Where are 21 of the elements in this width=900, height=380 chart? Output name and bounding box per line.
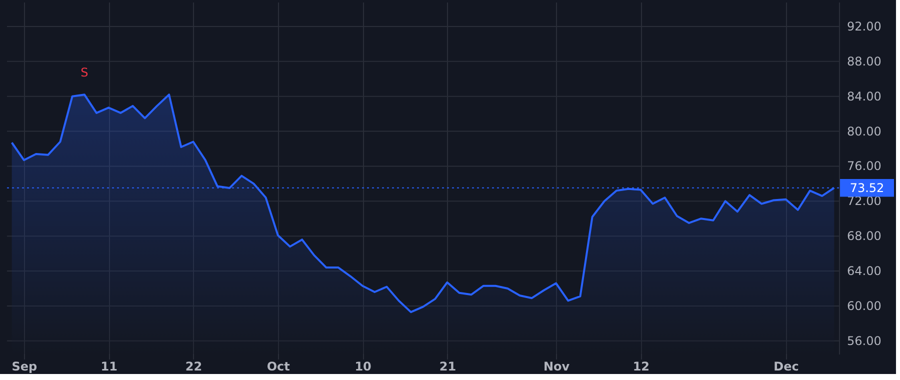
y-tick-label: 76.00 [847,159,882,174]
x-tick-label: Sep [12,360,38,374]
y-tick-label: 80.00 [847,124,882,138]
y-tick-label: 64.00 [847,264,882,278]
y-tick-label: 88.00 [847,54,882,68]
x-tick-label: Oct [266,360,290,374]
y-tick-label: 60.00 [847,298,882,313]
y-tick-label: 56.00 [847,334,882,348]
annotation: S [80,66,88,80]
x-tick-label: 11 [100,360,118,374]
ref-line-label: 73.52 [850,180,884,195]
x-tick-label: 22 [185,360,202,374]
x-tick-label: Nov [543,360,570,374]
y-tick-label: 92.00 [847,19,882,34]
x-tick-label: 10 [354,360,372,374]
y-tick-label: 72.00 [847,194,882,208]
y-tick-label: 68.00 [847,229,882,244]
x-tick-label: Dec [774,360,799,374]
y-tick-label: 84.00 [847,89,882,104]
x-tick-label: 12 [632,360,650,374]
x-tick-label: 21 [439,360,456,374]
